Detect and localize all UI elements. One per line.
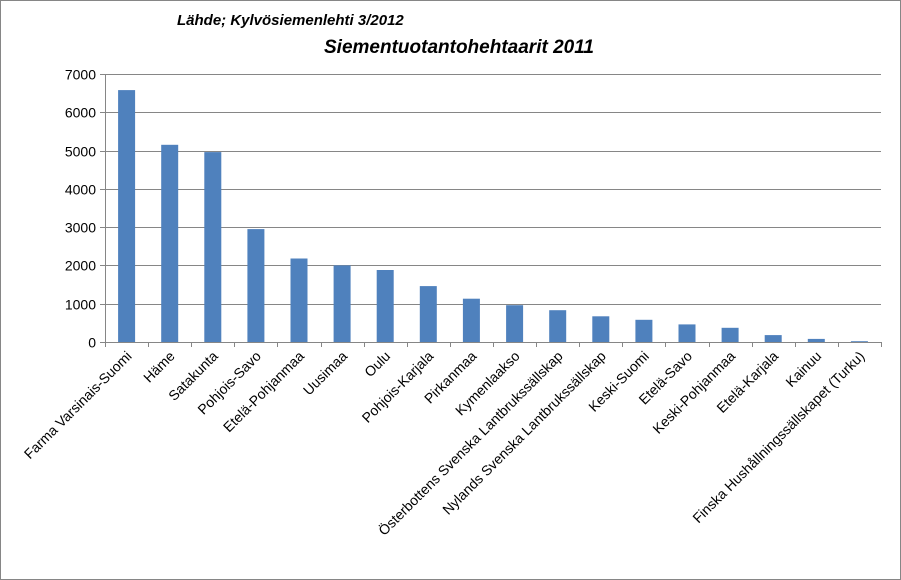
bar (807, 338, 825, 342)
bar (850, 341, 868, 342)
y-tick-label: 1000 (65, 297, 96, 313)
y-tick-label: 0 (88, 335, 96, 351)
x-axis-category-labels: Farma Varsinais-Suomi HämeSatakuntaPohjoi… (21, 347, 868, 539)
bar (161, 144, 179, 342)
y-tick-label: 7000 (65, 67, 96, 83)
bar (764, 335, 782, 342)
x-category-label: Farma Varsinais-Suomi (21, 348, 135, 462)
y-tick-label: 5000 (65, 144, 96, 160)
x-category-label: Oulu (361, 348, 393, 380)
x-category-label: Uusimaa (300, 348, 351, 399)
bar (721, 327, 739, 342)
bar (592, 316, 610, 342)
bar (549, 310, 567, 342)
y-tick-label: 6000 (65, 105, 96, 121)
x-category-label: Etelä-Pohjanmaa (220, 348, 307, 435)
bar (290, 258, 308, 342)
source-note: Lähde; Kylvösiemenlehti 3/2012 (177, 12, 404, 29)
bar (247, 229, 265, 342)
bar (635, 319, 653, 342)
bar (506, 305, 524, 342)
gridlines (100, 74, 881, 343)
y-axis-tick-labels: 0 1000 2000 3000 4000 5000 6000 7000 (65, 67, 96, 351)
x-category-label: Kainuu (782, 348, 824, 390)
y-tick-label: 4000 (65, 182, 96, 198)
bar (376, 270, 394, 342)
axes (105, 74, 882, 347)
bars (118, 90, 868, 342)
y-tick-label: 3000 (65, 220, 96, 236)
bar (333, 265, 351, 342)
bar (204, 152, 222, 342)
bar (419, 286, 437, 342)
y-tick-label: 2000 (65, 258, 96, 274)
bar (118, 90, 136, 342)
bar (462, 298, 480, 342)
chart-title: Siementuotantohehtaarit 2011 (324, 37, 594, 58)
bar (678, 324, 696, 342)
x-category-label: Häme (140, 348, 178, 386)
